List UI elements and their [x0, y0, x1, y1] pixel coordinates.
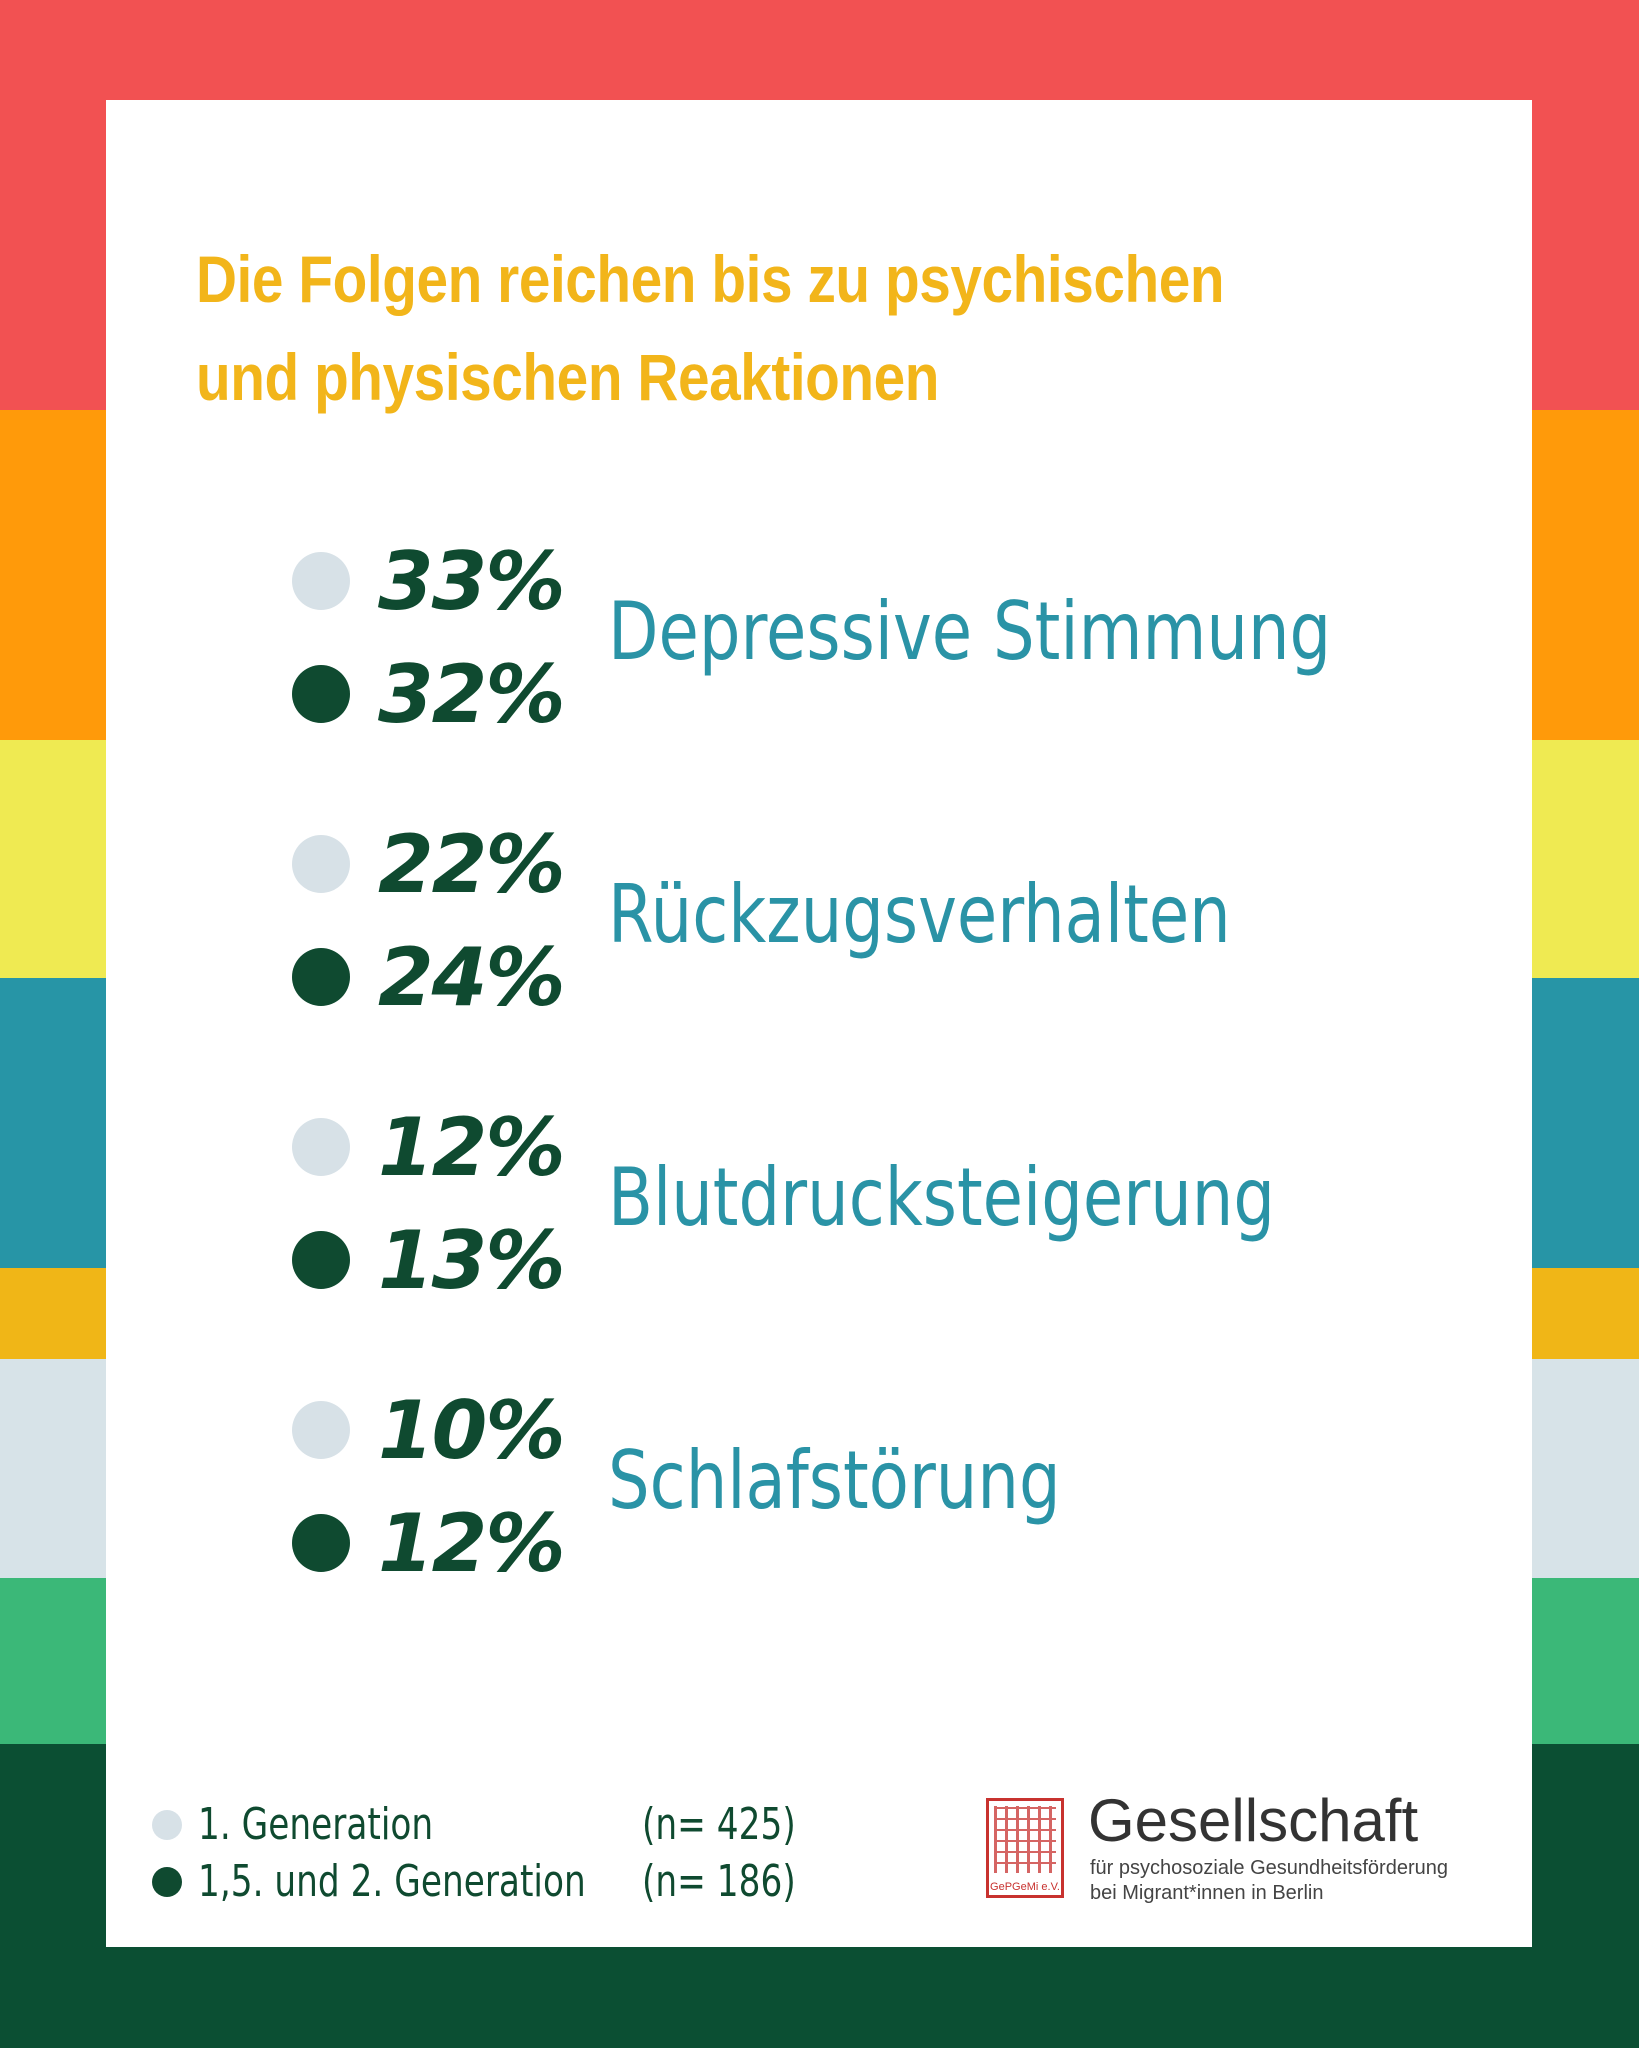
content-card: Die Folgen reichen bis zu psychischen un…	[106, 100, 1532, 1947]
series-dot-first-generation-blutdrucksteigerung	[292, 1118, 350, 1176]
legend-dot-first-generation	[152, 1810, 182, 1840]
series-dot-first-generation-schlafstoerung	[292, 1401, 350, 1459]
legend-sample-size-first-generation: (n= 425)	[642, 1799, 796, 1850]
organization-logo: GePGeMi e.V. Gesellschaft für psychosozi…	[986, 1788, 1506, 1908]
infographic-title: Die Folgen reichen bis zu psychischen un…	[196, 242, 1225, 414]
percent-value-second-generation-depressive-stimmung: 32%	[378, 648, 565, 741]
legend-dot-second-generation	[152, 1867, 182, 1897]
series-dot-second-generation-schlafstoerung	[292, 1514, 350, 1572]
series-dot-second-generation-rueckzugsverhalten	[292, 948, 350, 1006]
legend-sample-size-second-generation: (n= 186)	[642, 1856, 796, 1907]
seal-label: GePGeMi e.V.	[990, 1881, 1060, 1893]
percent-value-first-generation-blutdrucksteigerung: 12%	[378, 1101, 565, 1194]
logo-subtitle-line1: für psychosoziale Gesundheitsförderung	[1090, 1857, 1448, 1879]
percent-value-second-generation-schlafstoerung: 12%	[378, 1497, 565, 1590]
series-dot-first-generation-rueckzugsverhalten	[292, 835, 350, 893]
series-dot-first-generation-depressive-stimmung	[292, 552, 350, 610]
logo-name: Gesellschaft	[1088, 1787, 1419, 1854]
percent-value-second-generation-rueckzugsverhalten: 24%	[378, 931, 565, 1024]
percent-value-first-generation-schlafstoerung: 10%	[378, 1384, 565, 1477]
series-dot-second-generation-depressive-stimmung	[292, 665, 350, 723]
percent-value-second-generation-blutdrucksteigerung: 13%	[378, 1214, 565, 1307]
category-label-depressive-stimmung: Depressive Stimmung	[608, 585, 1332, 678]
category-label-rueckzugsverhalten: Rückzugsverhalten	[608, 868, 1231, 961]
category-label-schlafstoerung: Schlafstörung	[608, 1434, 1061, 1527]
legend-label-second-generation: 1,5. und 2. Generation	[198, 1856, 586, 1907]
percent-value-first-generation-rueckzugsverhalten: 22%	[378, 818, 565, 911]
legend-label-first-generation: 1. Generation	[198, 1799, 434, 1850]
seal-icon: GePGeMi e.V.	[986, 1798, 1064, 1898]
category-label-blutdrucksteigerung: Blutdrucksteigerung	[608, 1151, 1276, 1244]
logo-subtitle-line2: bei Migrant*innen in Berlin	[1090, 1882, 1324, 1904]
percent-value-first-generation-depressive-stimmung: 33%	[378, 535, 565, 628]
series-dot-second-generation-blutdrucksteigerung	[292, 1231, 350, 1289]
